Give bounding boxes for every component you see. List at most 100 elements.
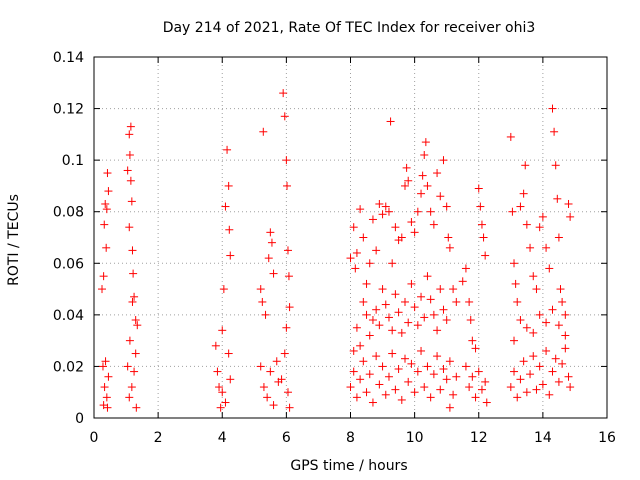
data-point-marker (516, 375, 525, 384)
x-tick-label: 14 (534, 430, 552, 446)
data-point-marker (468, 372, 477, 381)
x-tick-label: 4 (218, 430, 227, 446)
data-point-marker (266, 228, 275, 237)
data-point-marker (352, 323, 361, 332)
data-point-marker (397, 233, 406, 242)
data-point-marker (352, 393, 361, 402)
data-point-marker (466, 316, 475, 325)
data-point-marker (564, 199, 573, 208)
data-point-marker (407, 218, 416, 227)
data-point-marker (127, 383, 136, 392)
data-point-marker (426, 295, 435, 304)
data-point-marker (102, 243, 111, 252)
data-point-marker (397, 328, 406, 337)
data-point-marker (545, 264, 554, 273)
data-point-marker (410, 228, 419, 237)
data-point-marker (449, 285, 458, 294)
data-point-marker (272, 357, 281, 366)
data-point-marker (384, 372, 393, 381)
data-point-marker (131, 349, 140, 358)
data-point-marker (482, 398, 491, 407)
tick-marks: 0 2 4 6 8 10 12 14 16 0 0.02 0.04 0.06 0.08 0.1 0.12 0.1… (53, 50, 616, 446)
data-point-marker (508, 207, 517, 216)
data-point-marker (423, 181, 432, 190)
data-point-marker (132, 403, 141, 412)
data-point-marker (535, 310, 544, 319)
data-point-marker (471, 393, 480, 402)
data-point-marker (98, 285, 107, 294)
x-tick-label: 10 (406, 430, 424, 446)
data-point-marker (388, 326, 397, 335)
data-point-marker (267, 238, 276, 247)
data-point-marker (100, 383, 109, 392)
data-point-marker (423, 272, 432, 281)
data-point-marker (548, 305, 557, 314)
data-point-marker (103, 403, 112, 412)
y-tick-label: 0.06 (53, 256, 84, 272)
x-tick-label: 12 (470, 430, 488, 446)
data-point-marker (368, 215, 377, 224)
data-point-marker (349, 367, 358, 376)
data-point-marker (125, 130, 134, 139)
data-point-marker (372, 246, 381, 255)
data-point-marker (362, 279, 371, 288)
data-point-marker (522, 323, 531, 332)
data-point-marker (471, 344, 480, 353)
data-point-marker (461, 264, 470, 273)
data-point-marker (269, 269, 278, 278)
data-point-marker (439, 365, 448, 374)
data-point-marker (215, 383, 224, 392)
data-point-marker (221, 398, 230, 407)
data-point-marker (372, 352, 381, 361)
data-point-marker (532, 385, 541, 394)
data-point-marker (417, 346, 426, 355)
data-point-marker (356, 205, 365, 214)
data-point-marker (538, 212, 547, 221)
data-point-marker (442, 375, 451, 384)
data-point-marker (465, 383, 474, 392)
data-point-marker (346, 254, 355, 263)
data-point-marker (513, 297, 522, 306)
data-point-marker (421, 138, 430, 147)
data-point-marker (394, 365, 403, 374)
data-point-marker (127, 197, 136, 206)
data-point-marker (558, 359, 567, 368)
x-tick-label: 8 (346, 430, 355, 446)
data-point-marker (545, 390, 554, 399)
data-point-marker (282, 323, 291, 332)
data-point-marker (516, 202, 525, 211)
x-tick-label: 2 (154, 430, 163, 446)
data-point-marker (401, 181, 410, 190)
y-tick-label: 0.08 (53, 205, 84, 221)
data-point-marker (284, 272, 293, 281)
data-point-marker (130, 292, 139, 301)
data-point-marker (282, 156, 291, 165)
data-point-marker (553, 194, 562, 203)
data-point-marker (510, 259, 519, 268)
data-point-marker (516, 316, 525, 325)
data-point-marker (522, 220, 531, 229)
data-point-marker (131, 316, 140, 325)
data-point-marker (256, 285, 265, 294)
data-point-marker (102, 393, 111, 402)
data-point-marker (554, 377, 563, 386)
data-point-marker (561, 331, 570, 340)
data-point-marker (103, 169, 112, 178)
data-point-marker (280, 349, 289, 358)
data-point-marker (375, 199, 384, 208)
y-tick-label: 0.12 (53, 102, 84, 118)
data-point-marker (526, 370, 535, 379)
data-point-marker (259, 383, 268, 392)
data-point-marker (522, 388, 531, 397)
data-point-marker (429, 220, 438, 229)
data-point-marker (479, 233, 488, 242)
data-point-marker (554, 233, 563, 242)
data-point-marker (468, 336, 477, 345)
data-point-marker (224, 349, 233, 358)
data-point-marker (445, 403, 454, 412)
data-point-marker (542, 243, 551, 252)
data-point-marker (98, 362, 107, 371)
data-point-marker (386, 117, 395, 126)
data-point-marker (564, 372, 573, 381)
